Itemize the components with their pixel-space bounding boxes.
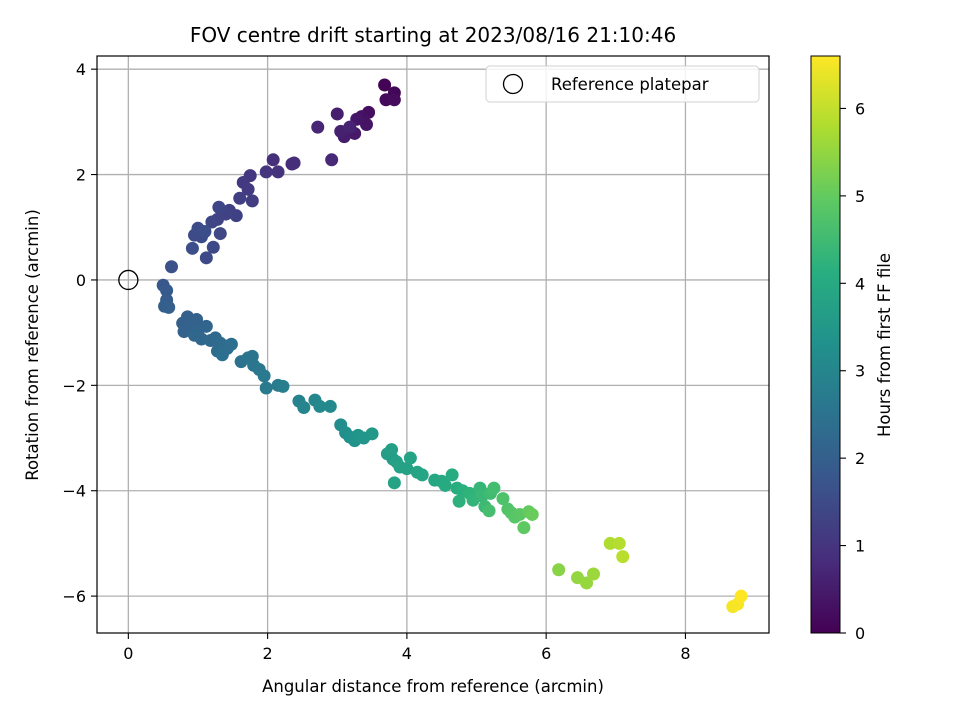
y-tick-label: 4 [76,60,86,79]
data-point [229,209,243,223]
data-point [452,494,466,508]
colorbar-ticks: 0 1 2 3 4 5 6 [840,99,865,643]
data-point [387,476,401,490]
data-point [213,227,227,241]
data-point [415,468,429,482]
legend-box [485,65,760,103]
data-point [403,451,417,465]
data-point [313,399,327,413]
data-point [297,400,311,414]
data-point [199,319,213,333]
data-point [365,427,379,441]
data-point [580,576,594,590]
data-point [199,251,213,265]
data-point [266,153,280,167]
data-point [287,156,301,170]
data-point [245,194,259,208]
data-point [400,462,414,476]
colorbar-tick-label: 5 [855,187,865,206]
x-tick-label: 4 [402,644,412,663]
data-point [323,399,337,413]
colorbar-tick-label: 1 [855,537,865,556]
colorbar-gradient [810,55,841,634]
data-point [587,567,601,581]
data-point [224,337,238,351]
y-axis-ticks: −6 −4 −2 0 2 4 [62,60,97,606]
y-tick-label: −6 [62,587,86,606]
data-point [233,191,247,205]
plot-frame [96,55,770,634]
data-point [206,240,220,254]
data-points [118,78,748,614]
x-tick-label: 2 [263,644,273,663]
data-point [241,182,255,196]
colorbar-tick-label: 0 [855,624,865,643]
colorbar-tick-label: 4 [855,274,865,293]
data-point [445,468,459,482]
data-point [259,381,273,395]
data-point [387,93,401,107]
data-point [257,369,271,383]
y-axis-label: Rotation from reference (arcmin) [23,209,42,481]
data-point [482,504,496,518]
legend: Reference platepar [485,65,760,103]
data-point [552,563,566,577]
data-point [212,200,226,214]
data-point [385,443,399,457]
data-point [487,481,501,495]
x-tick-label: 8 [680,644,690,663]
colorbar-label: Hours from first FF file [875,253,894,437]
colorbar-tick-label: 2 [855,449,865,468]
x-tick-label: 6 [541,644,551,663]
data-point [378,78,392,92]
x-axis-label: Angular distance from reference (arcmin) [262,677,604,696]
grid [97,56,769,633]
chart-title: FOV centre drift starting at 2023/08/16 … [190,23,676,47]
data-point [198,224,212,238]
data-point [734,589,748,603]
data-point [603,536,617,550]
data-point [205,215,219,229]
x-axis-ticks: 0 2 4 6 8 [123,633,691,663]
colorbar-tick-label: 6 [855,99,865,118]
data-point [165,260,179,274]
data-point [271,165,285,179]
data-point [496,492,510,506]
data-point [311,120,325,134]
data-point [612,536,626,550]
data-point [259,165,273,179]
data-point [215,348,229,362]
data-point [276,379,290,393]
data-point [359,118,373,132]
legend-label-reference: Reference platepar [551,75,709,94]
y-tick-label: 2 [76,166,86,185]
colorbar-tick-label: 3 [855,362,865,381]
data-point [330,107,344,121]
legend-marker-reference [502,73,524,95]
data-point [325,153,339,167]
data-point [162,300,176,314]
data-point [616,550,630,564]
x-tick-label: 0 [123,644,133,663]
y-tick-label: −4 [62,482,86,501]
data-point [160,283,174,297]
colorbar: 0 1 2 3 4 5 6 Hours from first FF file [810,55,894,643]
y-tick-label: −2 [62,376,86,395]
data-point [525,507,539,521]
data-point [438,478,452,492]
data-point [185,241,199,255]
y-tick-label: 0 [76,271,86,290]
data-point [517,521,531,535]
data-point [343,120,357,134]
reference-platepar-marker [118,269,139,291]
data-point [187,228,201,242]
